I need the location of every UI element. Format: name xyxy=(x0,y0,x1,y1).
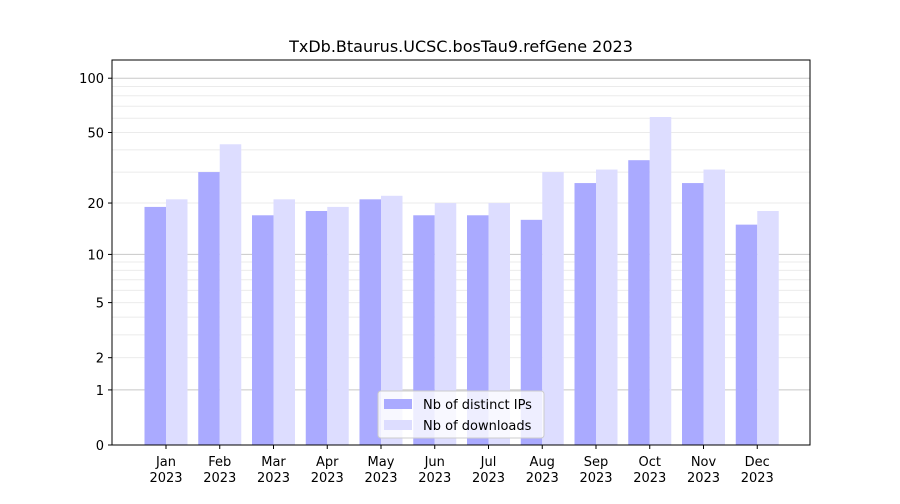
plot-frame xyxy=(111,59,811,446)
bar-downloads xyxy=(219,144,242,445)
x-tick-label: Dec xyxy=(745,455,770,470)
x-tick-label: 2023 xyxy=(579,471,612,486)
bar-distinct-ips xyxy=(574,183,596,445)
bar-downloads xyxy=(273,199,295,445)
x-tick-label: 2023 xyxy=(633,471,666,486)
x-tick-label: 2023 xyxy=(311,471,344,486)
y-tick-label: 50 xyxy=(87,127,104,142)
bar-downloads xyxy=(757,210,779,445)
bar-distinct-ips xyxy=(735,224,758,445)
legend-box xyxy=(377,390,545,439)
x-tick-label: 2023 xyxy=(687,471,720,486)
x-tick-label: Jun xyxy=(424,455,445,470)
x-tick-label: Jul xyxy=(480,455,497,470)
y-tick-label: 1 xyxy=(96,384,104,399)
x-tick-label: 2023 xyxy=(472,471,505,486)
bar-downloads xyxy=(434,203,457,445)
bar-distinct-ips xyxy=(467,215,489,445)
bar-distinct-ips xyxy=(520,219,543,445)
bar-downloads xyxy=(649,116,672,446)
bar-downloads xyxy=(166,199,188,445)
y-tick-label: 5 xyxy=(96,297,104,312)
x-tick-label: 2023 xyxy=(364,471,397,486)
x-tick-label: Mar xyxy=(261,455,286,470)
x-tick-label: Feb xyxy=(208,455,231,470)
y-tick-label: 10 xyxy=(87,248,104,263)
x-tick-label: Aug xyxy=(530,455,555,470)
bar-distinct-ips xyxy=(413,215,435,445)
y-tick-label: 0 xyxy=(96,439,104,454)
bar-downloads xyxy=(596,169,618,445)
x-tick-label: 2023 xyxy=(203,471,236,486)
x-tick-label: Sep xyxy=(584,455,609,470)
legend-swatch xyxy=(384,399,412,409)
bar-distinct-ips xyxy=(144,206,166,445)
bar-downloads xyxy=(542,172,564,445)
bar-distinct-ips xyxy=(628,160,650,445)
bar-downloads xyxy=(488,203,510,445)
bar-downloads xyxy=(703,169,725,445)
y-tick-label: 100 xyxy=(79,72,104,87)
bar-distinct-ips xyxy=(252,215,274,445)
bar-distinct-ips xyxy=(359,199,381,445)
bar-downloads xyxy=(327,206,349,445)
legend-label: Nb of distinct IPs xyxy=(423,398,532,413)
y-tick-label: 2 xyxy=(96,352,104,367)
bar-distinct-ips xyxy=(198,172,220,445)
x-tick-label: Jan xyxy=(155,455,176,470)
bar-distinct-ips xyxy=(305,210,328,445)
x-tick-label: Apr xyxy=(316,455,339,470)
x-tick-label: 2023 xyxy=(526,471,559,486)
chart-title: TxDb.Btaurus.UCSC.bosTau9.refGene 2023 xyxy=(288,37,633,56)
bar-distinct-ips xyxy=(682,183,704,445)
x-tick-label: May xyxy=(368,455,395,470)
bar-downloads xyxy=(381,195,403,445)
y-tick-label: 20 xyxy=(87,197,104,212)
legend-label: Nb of downloads xyxy=(423,419,532,434)
x-tick-label: Oct xyxy=(639,455,661,470)
x-tick-label: Nov xyxy=(691,455,717,470)
legend-swatch xyxy=(384,420,412,430)
x-tick-label: 2023 xyxy=(149,471,182,486)
x-tick-label: 2023 xyxy=(418,471,451,486)
x-tick-label: 2023 xyxy=(257,471,290,486)
x-tick-label: 2023 xyxy=(741,471,774,486)
